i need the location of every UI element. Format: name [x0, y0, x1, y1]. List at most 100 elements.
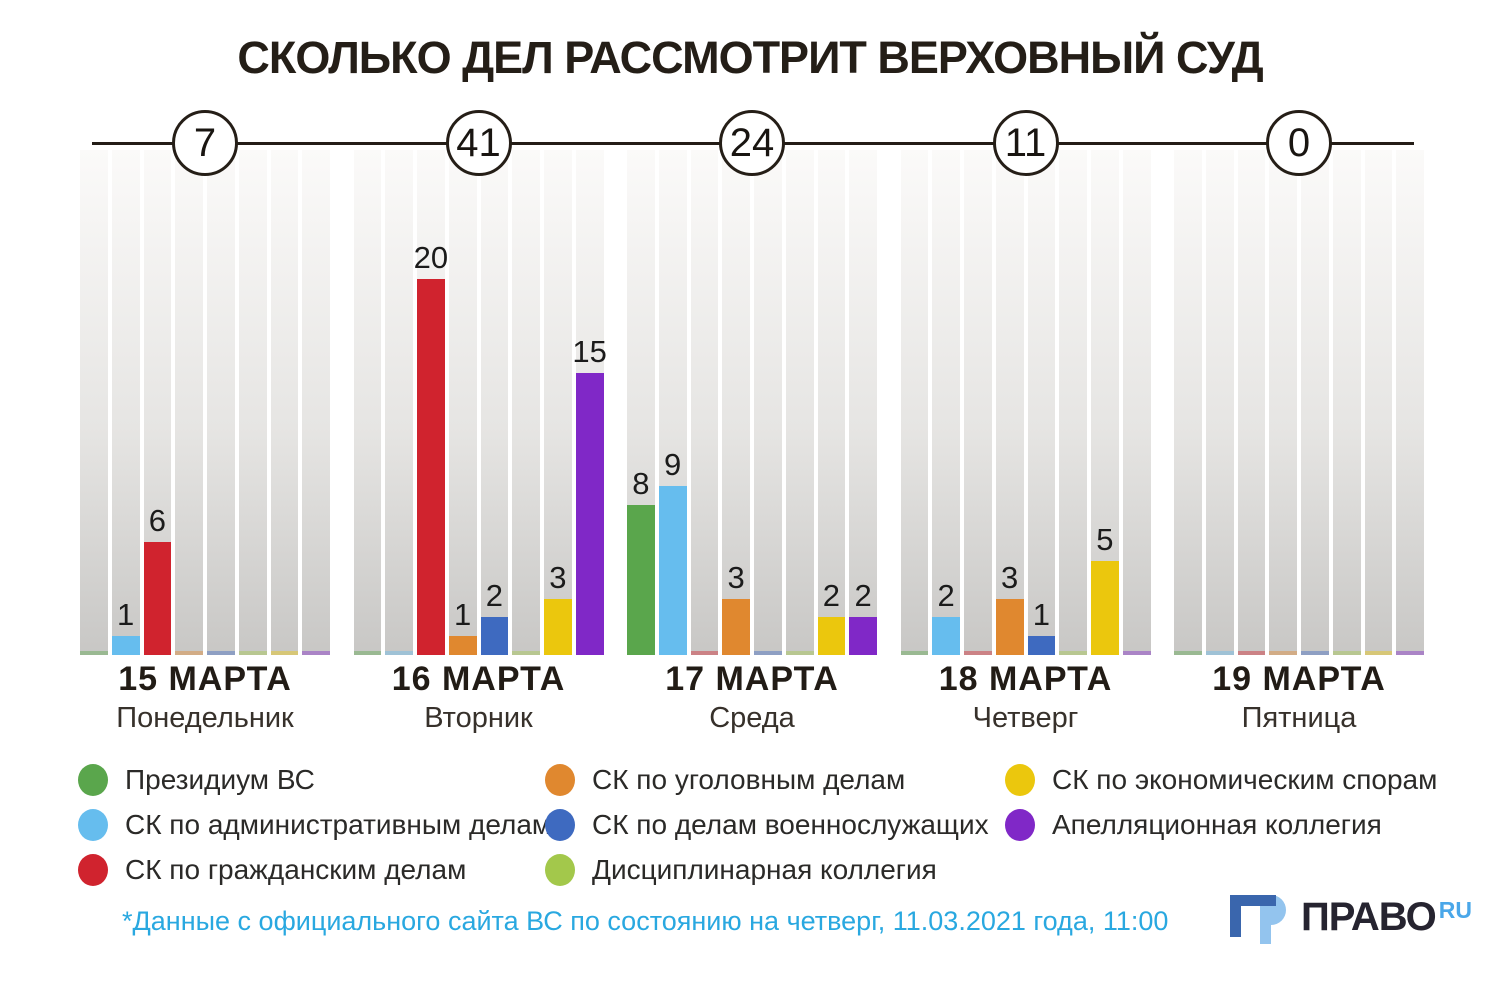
bar-value-label: 2 — [822, 578, 840, 613]
category-column — [1205, 150, 1234, 655]
bar-value-label: 3 — [727, 560, 745, 595]
bar — [1237, 651, 1266, 655]
legend-dot-icon — [545, 808, 575, 841]
category-column: 8 — [627, 150, 655, 655]
category-column — [1332, 150, 1361, 655]
bar — [111, 636, 140, 655]
bar — [544, 599, 572, 655]
category-column — [690, 150, 719, 655]
bar — [385, 651, 413, 655]
legend-column: Президиум ВС СК по административным делам… — [78, 757, 551, 892]
bar — [754, 651, 782, 655]
bar — [1364, 651, 1393, 655]
category-column — [270, 150, 299, 655]
bar — [817, 617, 846, 655]
bar — [722, 599, 750, 655]
bar — [658, 486, 687, 655]
category-column: 3 — [722, 150, 750, 655]
bar-value-label: 2 — [854, 578, 872, 613]
legend-item: Дисциплинарная коллегия — [545, 847, 989, 892]
legend-label: СК по делам военнослужащих — [592, 808, 989, 840]
category-column: 5 — [1091, 150, 1119, 655]
bar-value-label: 1 — [117, 597, 135, 632]
legend-item: СК по делам военнослужащих — [545, 802, 989, 847]
legend-label: Апелляционная коллегия — [1052, 808, 1382, 840]
chart-title: СКОЛЬКО ДЕЛ РАССМОТРИТ ВЕРХОВНЫЙ СУД — [237, 32, 1263, 83]
bar — [1205, 651, 1234, 655]
category-column: 1 — [111, 150, 140, 655]
bar-value-label: 20 — [413, 240, 449, 275]
bar — [238, 651, 267, 655]
category-columns: 20 1 2 3 15 — [353, 150, 607, 655]
bar — [448, 636, 477, 655]
legend-item: СК по гражданским делам — [78, 847, 551, 892]
bar — [1059, 651, 1087, 655]
legend-dot-icon — [545, 853, 575, 886]
bar — [353, 651, 382, 655]
legend-item: СК по экономическим спорам — [1005, 757, 1437, 802]
day-total-circle: 7 — [172, 110, 238, 176]
category-column — [80, 150, 108, 655]
pravo-logo: ПРАВО RU — [1229, 890, 1472, 946]
day-group: 24 8 9 3 2 2 17 МАРТА Среда — [627, 110, 877, 750]
category-column — [1237, 150, 1266, 655]
category-column: 2 — [817, 150, 846, 655]
bar — [175, 651, 203, 655]
bar-value-label: 2 — [937, 578, 955, 613]
legend-item: СК по административным делам — [78, 802, 551, 847]
day-date-label: 16 МАРТА — [391, 660, 566, 698]
day-date-label: 18 МАРТА — [938, 660, 1113, 698]
day-total-circle: 24 — [719, 110, 785, 176]
category-column — [512, 150, 540, 655]
legend-label: СК по гражданским делам — [125, 853, 467, 885]
logo-suffix: RU — [1438, 897, 1472, 923]
bar — [932, 617, 960, 655]
category-column: 20 — [413, 150, 449, 655]
category-column — [1364, 150, 1393, 655]
bar — [1301, 651, 1329, 655]
bar-value-label: 5 — [1096, 522, 1114, 557]
day-weekday-label: Вторник — [424, 702, 533, 734]
legend-column: СК по уголовным делам СК по делам военнос… — [545, 757, 989, 892]
bar-value-label: 1 — [1032, 597, 1050, 632]
legend-dot-icon — [545, 763, 575, 796]
pravo-mark-icon — [1229, 895, 1286, 944]
bar — [480, 617, 509, 655]
category-column: 6 — [143, 150, 172, 655]
day-date-label: 15 МАРТА — [118, 660, 292, 698]
legend-dot-icon — [78, 853, 108, 886]
bar — [1027, 636, 1056, 655]
legend-label: Президиум ВС — [125, 763, 315, 795]
legend-dot-icon — [78, 763, 108, 796]
day-weekday-label: Понедельник — [116, 702, 294, 734]
legend-item: СК по уголовным делам — [545, 757, 989, 802]
day-weekday-label: Пятница — [1241, 702, 1357, 734]
bar — [1174, 651, 1202, 655]
category-column: 9 — [658, 150, 687, 655]
category-column — [385, 150, 413, 655]
bar-value-label: 2 — [485, 578, 503, 613]
legend-item: Апелляционная коллегия — [1005, 802, 1437, 847]
day-group: 11 2 3 1 5 18 МАРТА Четверг — [900, 110, 1151, 750]
bar — [270, 651, 299, 655]
bar-value-label: 3 — [549, 560, 567, 595]
bar — [849, 617, 877, 655]
bar — [627, 505, 655, 655]
category-column — [353, 150, 382, 655]
legend-dot-icon — [78, 808, 108, 841]
bar — [1269, 651, 1297, 655]
category-column — [1122, 150, 1151, 655]
bar — [1332, 651, 1361, 655]
bar — [900, 651, 929, 655]
bar-value-label: 1 — [454, 597, 472, 632]
legend-dot-icon — [1005, 763, 1035, 796]
bar — [1122, 651, 1151, 655]
category-column — [207, 150, 235, 655]
day-total-circle: 0 — [1266, 110, 1332, 176]
day-group: 41 20 1 2 3 15 16 МАРТА Вторник — [353, 110, 607, 750]
category-column — [964, 150, 992, 655]
bar — [995, 599, 1024, 655]
